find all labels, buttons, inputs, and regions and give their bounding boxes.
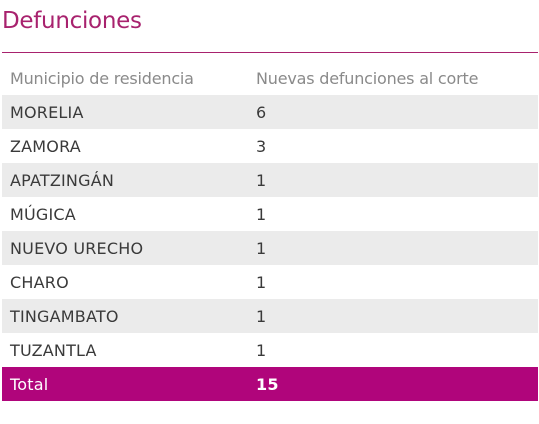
table-row: TUZANTLA 1 — [2, 333, 538, 367]
total-value: 15 — [256, 367, 538, 401]
deaths-cell: 1 — [256, 299, 538, 333]
column-header-municipality: Municipio de residencia — [10, 68, 194, 88]
deaths-cell: 1 — [256, 333, 538, 367]
municipality-cell: TUZANTLA — [2, 333, 256, 367]
municipality-cell: APATZINGÁN — [2, 163, 256, 197]
title-divider — [2, 52, 538, 53]
municipality-cell: CHARO — [2, 265, 256, 299]
deaths-cell: 6 — [256, 95, 538, 129]
municipality-cell: ZAMORA — [2, 129, 256, 163]
municipality-cell: MORELIA — [2, 95, 256, 129]
municipality-cell: MÚGICA — [2, 197, 256, 231]
column-header-new-deaths: Nuevas defunciones al corte — [256, 68, 479, 88]
municipality-cell: TINGAMBATO — [2, 299, 256, 333]
table-row: NUEVO URECHO 1 — [2, 231, 538, 265]
table-row: APATZINGÁN 1 — [2, 163, 538, 197]
municipality-cell: NUEVO URECHO — [2, 231, 256, 265]
table-header-row: Municipio de residencia Nuevas defuncion… — [2, 61, 538, 95]
total-row: Total 15 — [2, 367, 538, 401]
total-label: Total — [2, 367, 256, 401]
table-row: MÚGICA 1 — [2, 197, 538, 231]
deaths-cell: 1 — [256, 231, 538, 265]
table-row: ZAMORA 3 — [2, 129, 538, 163]
deaths-cell: 1 — [256, 265, 538, 299]
table-row: CHARO 1 — [2, 265, 538, 299]
page-title: Defunciones — [2, 8, 142, 34]
deaths-table: Municipio de residencia Nuevas defuncion… — [2, 61, 538, 401]
deaths-cell: 1 — [256, 163, 538, 197]
table-row: TINGAMBATO 1 — [2, 299, 538, 333]
deaths-cell: 3 — [256, 129, 538, 163]
table-row: MORELIA 6 — [2, 95, 538, 129]
deaths-cell: 1 — [256, 197, 538, 231]
